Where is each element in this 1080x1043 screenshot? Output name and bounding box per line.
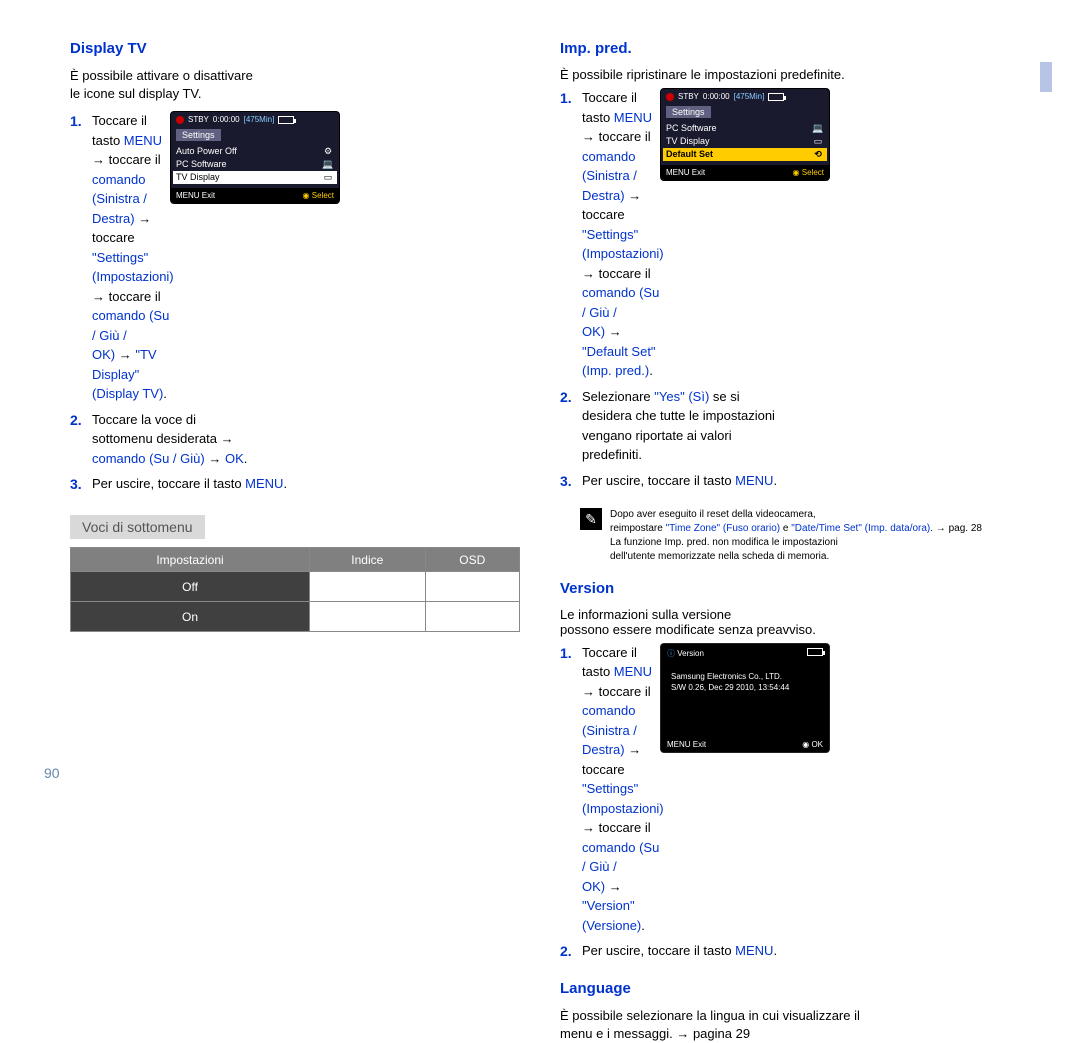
heading-default-set: Imp. pred. xyxy=(560,40,1010,57)
language-intro: È possibile selezionare la lingua in cui… xyxy=(560,1007,1010,1043)
note-text: Dopo aver eseguito il reset della videoc… xyxy=(610,508,982,564)
note-icon: ✎ xyxy=(580,508,602,530)
left-intro: È possibile attivare o disattivare le ic… xyxy=(70,67,520,103)
right-column: Imp. pred. È possibile ripristinare le i… xyxy=(560,40,1010,1043)
info-icon: ⓘ xyxy=(667,649,675,658)
submenu-table: ImpostazioniIndiceOSD OffOn xyxy=(70,547,520,632)
lcd-version: ⓘ Version Samsung Electronics Co., LTD. … xyxy=(660,643,830,753)
menu-icon: MENU xyxy=(176,191,200,200)
battery-icon xyxy=(807,648,823,656)
left-column: Display TV È possibile attivare o disatt… xyxy=(70,40,520,1043)
heading-language: Language xyxy=(560,980,1010,997)
page-tab xyxy=(1040,62,1052,92)
heading-version: Version xyxy=(560,580,1010,597)
battery-icon xyxy=(278,116,294,124)
lcd-list-2: PC Software💻TV Display▭Default Set⟲ xyxy=(661,120,829,165)
version-intro: Le informazioni sulla versione possono e… xyxy=(560,607,1010,637)
submenu-header: Voci di sottomenu xyxy=(70,515,205,539)
battery-icon xyxy=(768,93,784,101)
table-head: ImpostazioniIndiceOSD xyxy=(71,548,520,572)
rec-icon xyxy=(176,116,184,124)
table-body: OffOn xyxy=(71,572,520,632)
lcd-list-1: Auto Power Off⚙PC Software💻TV Display▭ xyxy=(171,143,339,188)
note-box: ✎ Dopo aver eseguito il reset della vide… xyxy=(580,508,1010,564)
heading-tv-display: Display TV xyxy=(70,40,520,57)
rec-icon xyxy=(666,93,674,101)
page-number: 90 xyxy=(44,765,60,781)
lcd-default-set: STBY 0:00:00 [475Min] Settings PC Softwa… xyxy=(660,88,830,181)
lcd-settings-tv: STBY 0:00:00 [475Min] Settings Auto Powe… xyxy=(170,111,340,204)
